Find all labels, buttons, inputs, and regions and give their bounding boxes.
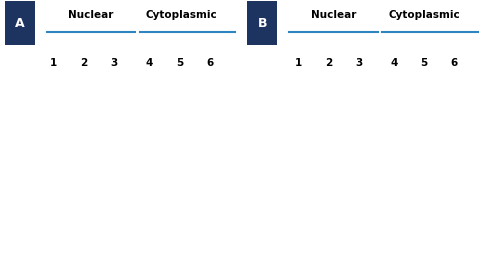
Text: 1: 1 [50,58,57,68]
Text: 2: 2 [80,58,87,68]
Text: 5: 5 [420,58,428,68]
Text: RNA Gel: RNA Gel [14,253,62,263]
Text: B: B [258,17,267,30]
Text: Nuclear: Nuclear [311,9,356,20]
Text: 4: 4 [145,58,153,68]
Text: 4: 4 [390,58,397,68]
Text: Cytoplasmic: Cytoplasmic [388,9,460,20]
Text: 3: 3 [355,58,362,68]
Text: Nuclear: Nuclear [68,9,114,20]
Text: A: A [15,17,25,30]
Text: DNA Gel: DNA Gel [256,253,305,263]
Bar [5,1,35,45]
Text: Cytoplasmic: Cytoplasmic [146,9,217,20]
Text: 3: 3 [110,58,118,68]
Bar [247,1,277,45]
Text: 2: 2 [325,58,332,68]
Text: 6: 6 [451,58,458,68]
Text: 5: 5 [176,58,183,68]
Text: 1: 1 [295,58,302,68]
Text: 6: 6 [206,58,213,68]
